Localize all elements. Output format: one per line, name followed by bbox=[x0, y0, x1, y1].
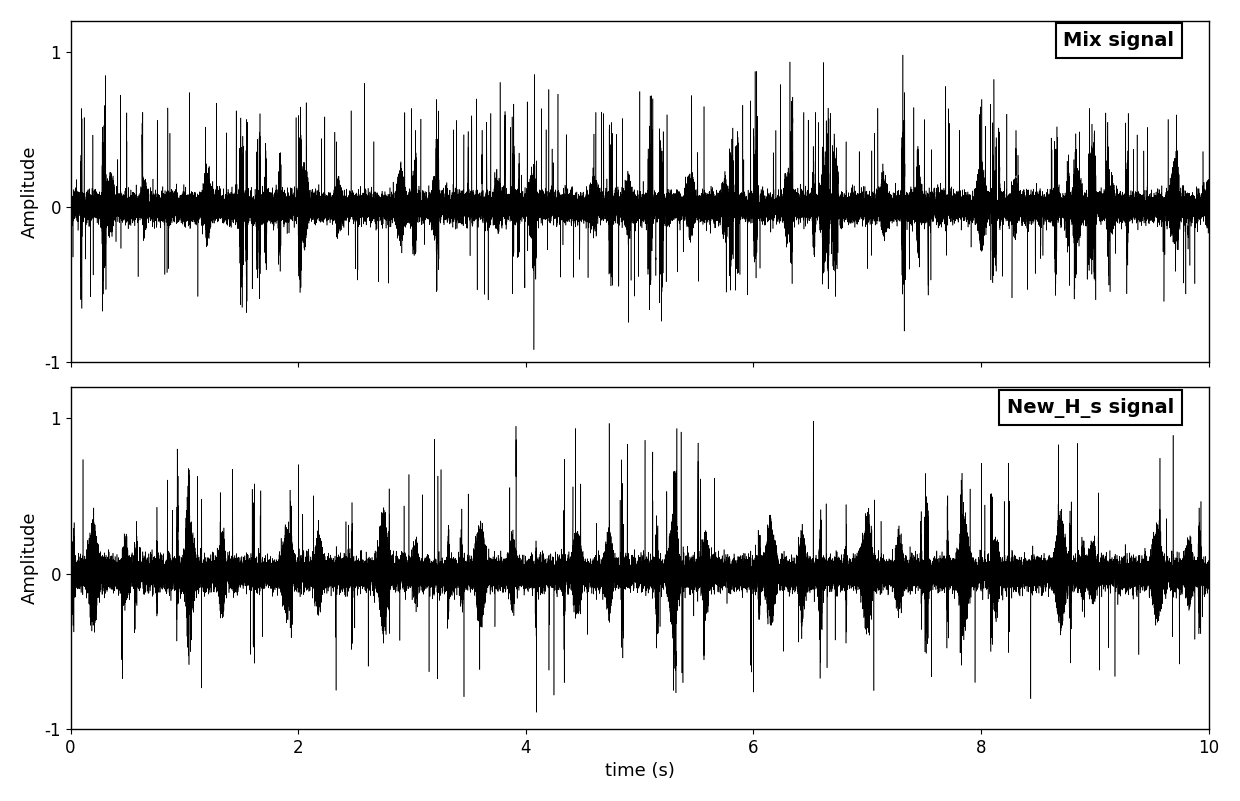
Y-axis label: Amplitude: Amplitude bbox=[21, 512, 38, 604]
Y-axis label: Amplitude: Amplitude bbox=[21, 145, 38, 238]
X-axis label: time (s): time (s) bbox=[605, 763, 675, 780]
Text: Mix signal: Mix signal bbox=[1064, 31, 1174, 50]
Text: New_H_s signal: New_H_s signal bbox=[1007, 397, 1174, 417]
